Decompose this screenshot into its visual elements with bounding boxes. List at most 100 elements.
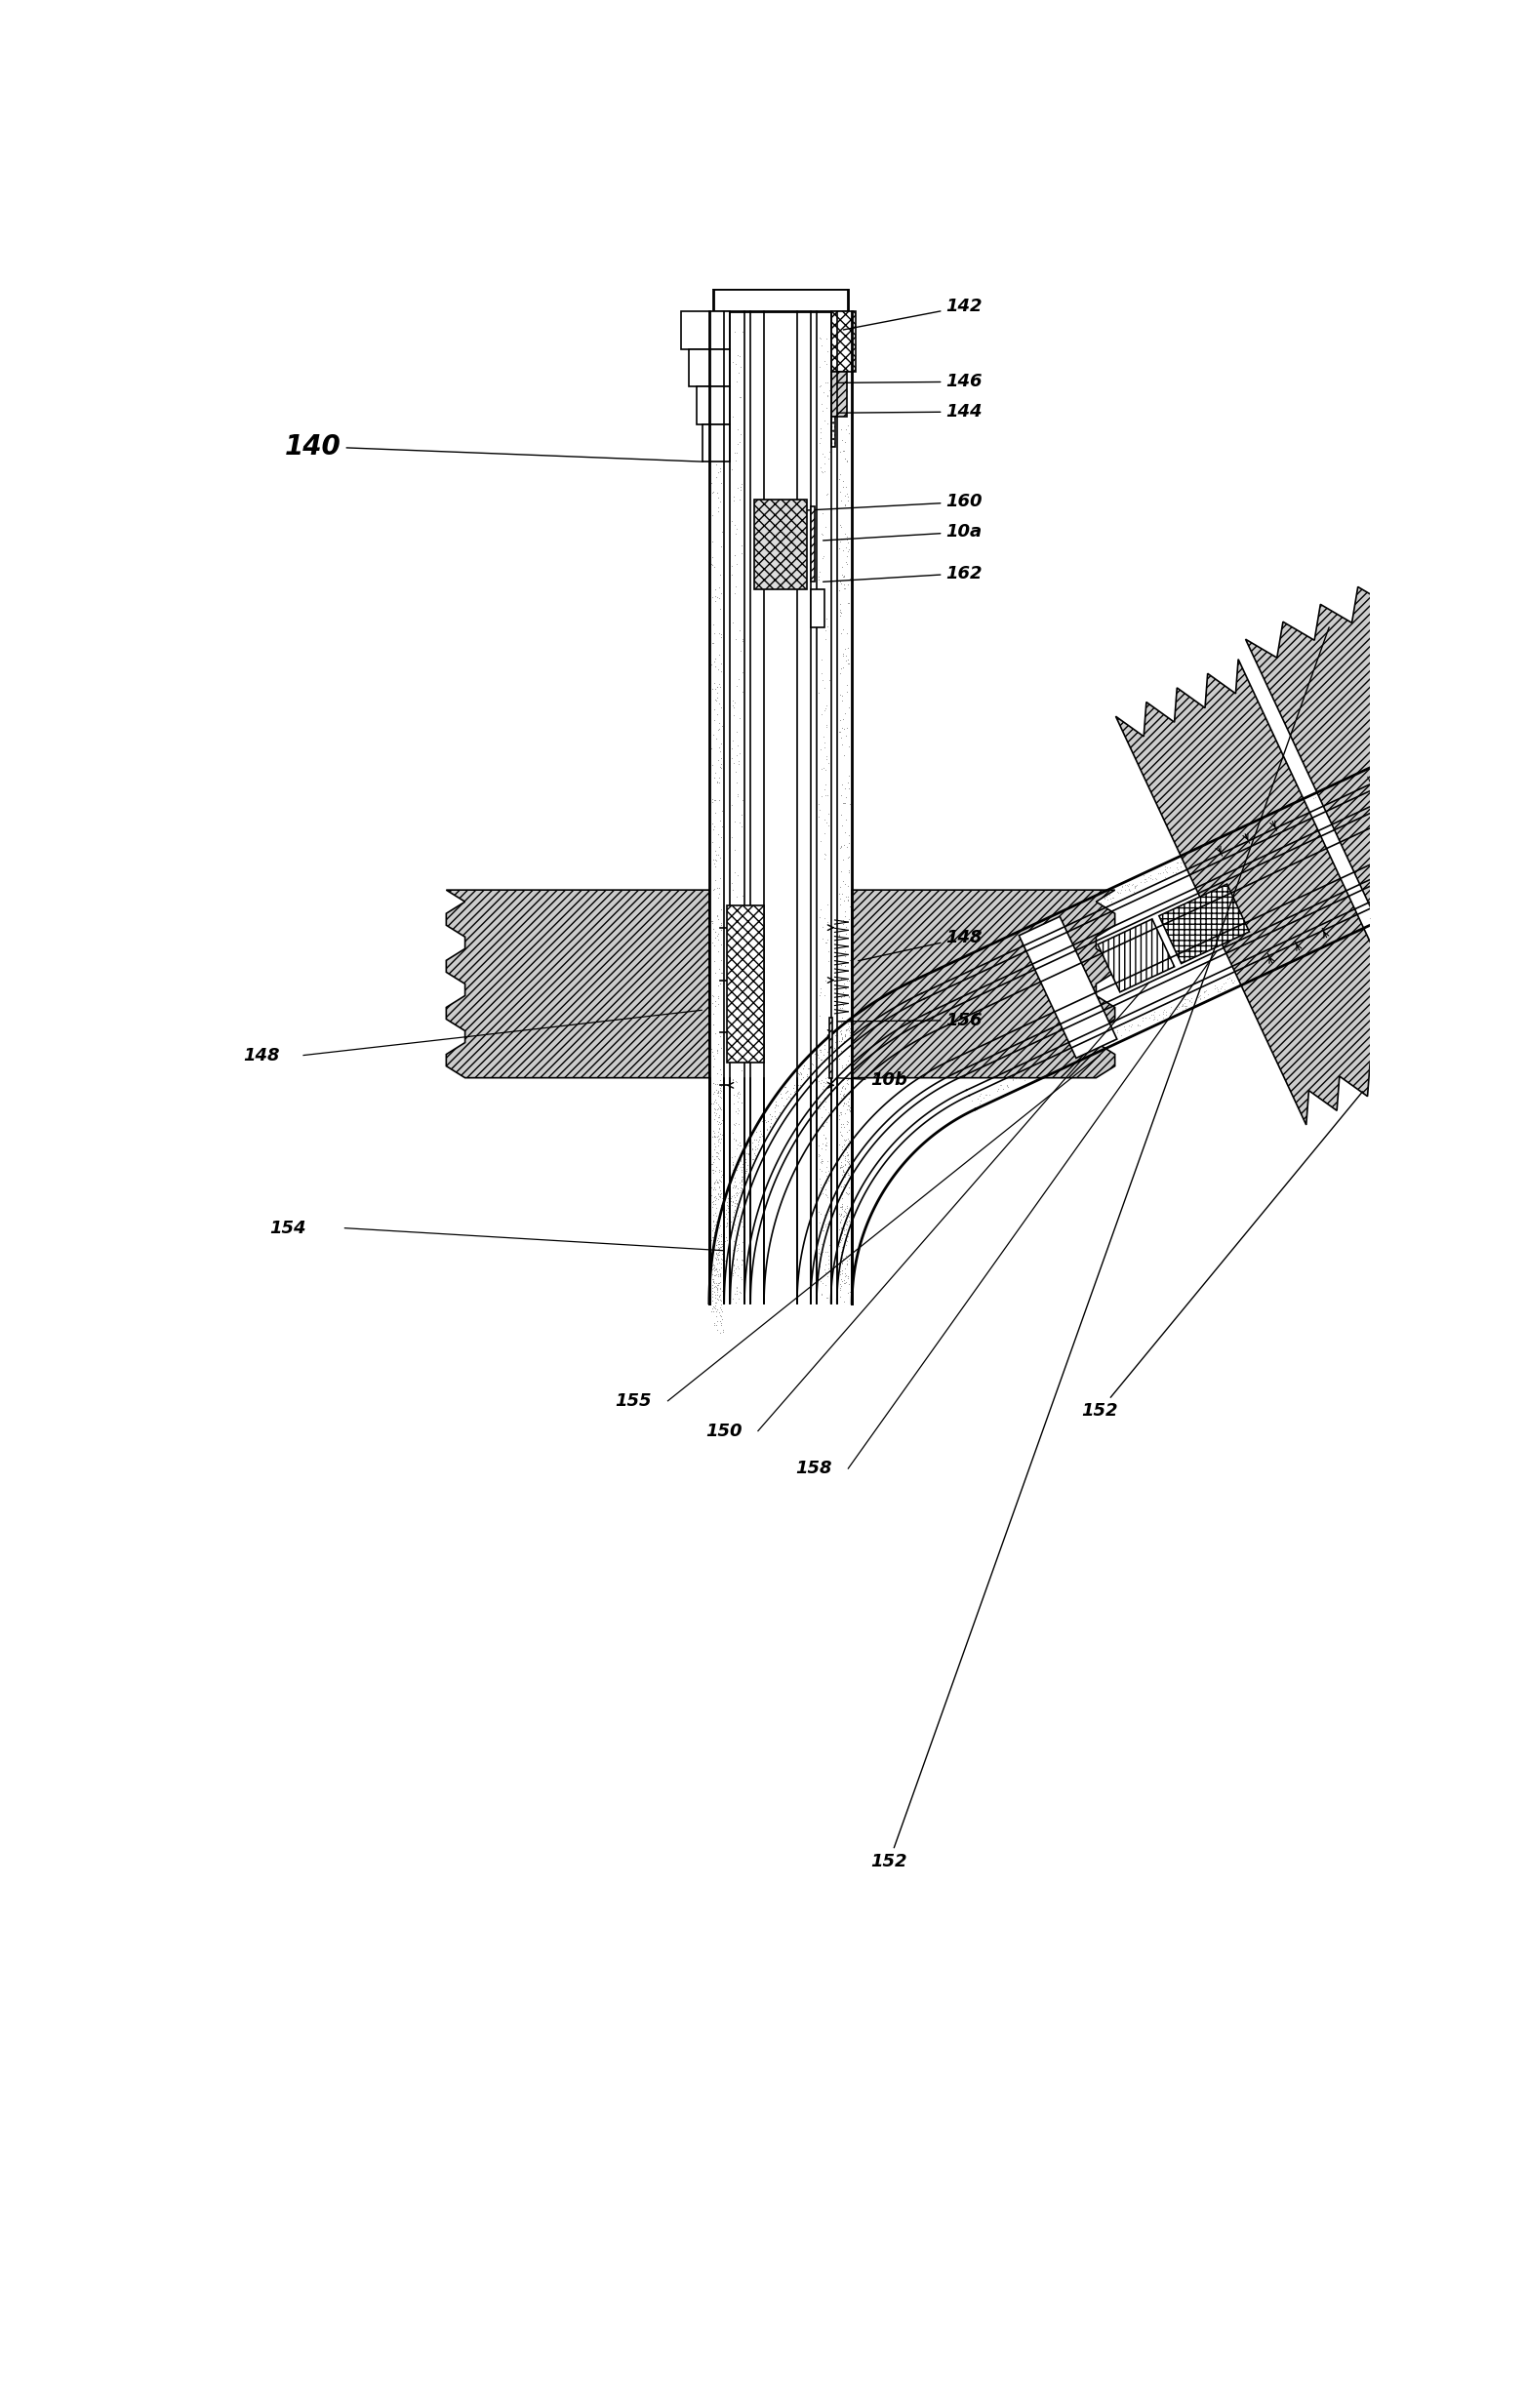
Point (729, 1230, 754, 1269)
Point (708, 1074, 732, 1112)
Point (1224, 814, 1248, 852)
Point (827, 571, 852, 609)
Point (833, 1221, 858, 1259)
Point (833, 1137, 858, 1175)
Point (1227, 816, 1251, 855)
Point (981, 937, 1006, 975)
Point (723, 1283, 748, 1322)
Point (836, 1274, 861, 1312)
Point (812, 1103, 836, 1141)
Point (1381, 744, 1405, 783)
Point (705, 1264, 729, 1303)
Point (1236, 811, 1260, 850)
Point (703, 1288, 728, 1327)
Point (1099, 881, 1123, 920)
Point (729, 807, 754, 845)
Point (714, 1206, 739, 1245)
Point (1459, 852, 1483, 891)
Point (1370, 893, 1395, 932)
Point (813, 689, 838, 727)
Point (1494, 838, 1518, 877)
Point (829, 903, 853, 942)
Point (815, 364, 839, 402)
Point (755, 1110, 780, 1149)
Point (725, 1185, 749, 1223)
Point (807, 556, 832, 595)
Point (708, 1255, 732, 1293)
Point (726, 855, 751, 893)
Point (836, 1139, 861, 1178)
Point (1270, 797, 1294, 836)
Point (1441, 713, 1465, 751)
Point (813, 722, 838, 761)
Point (723, 1004, 748, 1043)
Point (700, 1064, 725, 1103)
Point (832, 910, 856, 949)
Point (713, 1194, 737, 1233)
Point (1116, 867, 1140, 905)
Point (703, 402, 728, 441)
Point (911, 961, 935, 999)
Point (1158, 848, 1183, 886)
Point (723, 573, 748, 612)
Point (1222, 961, 1247, 999)
Point (729, 1161, 754, 1199)
Point (707, 1199, 731, 1238)
Point (702, 869, 726, 908)
Point (1164, 848, 1189, 886)
Point (835, 1100, 859, 1139)
Point (1299, 922, 1323, 961)
Point (703, 840, 728, 879)
Point (1396, 742, 1421, 780)
Point (1109, 872, 1134, 910)
Point (833, 771, 858, 809)
Point (836, 1129, 861, 1168)
Point (1030, 905, 1054, 944)
Point (832, 380, 856, 419)
Point (722, 482, 746, 520)
Point (1277, 792, 1302, 831)
Point (1424, 864, 1448, 903)
Point (700, 1259, 725, 1298)
Point (700, 1293, 725, 1332)
Point (830, 648, 855, 686)
Point (943, 951, 967, 990)
Point (1361, 901, 1386, 939)
Point (1154, 852, 1178, 891)
Point (806, 1127, 830, 1165)
Point (1505, 684, 1526, 722)
Point (838, 1014, 862, 1052)
Point (1065, 1038, 1090, 1076)
Point (700, 1153, 725, 1192)
Point (1309, 775, 1334, 814)
Point (722, 1105, 746, 1144)
Point (813, 1206, 838, 1245)
Point (835, 1112, 859, 1151)
Point (832, 710, 856, 749)
Point (699, 1269, 723, 1308)
Point (809, 1274, 833, 1312)
Point (830, 725, 855, 763)
Point (809, 1098, 833, 1137)
Point (720, 686, 745, 725)
Point (699, 1240, 723, 1279)
Point (705, 1223, 729, 1262)
Point (816, 433, 841, 472)
Point (833, 1250, 858, 1288)
Point (708, 347, 732, 385)
Point (1412, 877, 1436, 915)
Point (708, 1088, 732, 1127)
Point (810, 1125, 835, 1163)
Point (1024, 1050, 1048, 1088)
Point (700, 1182, 725, 1221)
Point (700, 901, 725, 939)
Point (708, 619, 732, 657)
Point (705, 763, 729, 802)
Point (1434, 860, 1459, 898)
Point (705, 1074, 729, 1112)
Point (720, 397, 745, 436)
Point (707, 1276, 731, 1315)
Point (870, 995, 894, 1033)
Point (1383, 884, 1407, 922)
Point (1323, 913, 1347, 951)
